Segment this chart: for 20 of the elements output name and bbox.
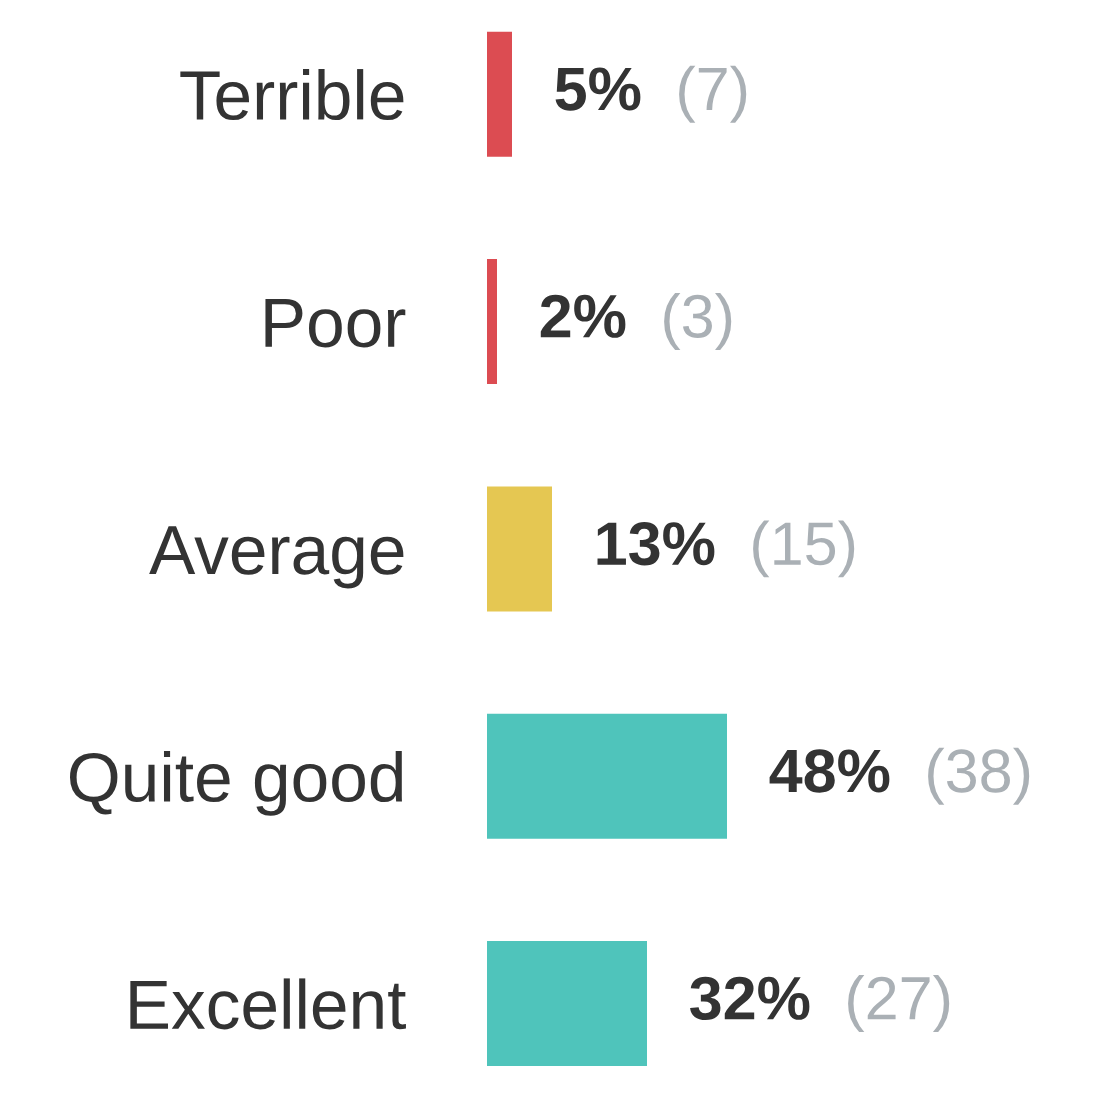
text: (27): [848, 975, 950, 1033]
bar: [487, 259, 497, 385]
annotation: (3): [664, 293, 732, 351]
data-label: 2%: [540, 294, 626, 338]
bar: [487, 713, 727, 839]
bar: [487, 31, 512, 157]
annotation: (7): [679, 65, 747, 123]
text: (38): [928, 747, 1030, 805]
bar: [487, 486, 552, 612]
data-label: 5%: [555, 67, 641, 111]
y-tick-label: Excellent: [130, 978, 406, 1030]
y-tick-label: Quite good: [70, 751, 402, 816]
y-tick-label: Average: [149, 526, 404, 589]
data-label: 32%: [690, 976, 810, 1021]
y-tick-label: Poor: [265, 298, 406, 348]
text: (15): [753, 520, 855, 578]
y-tick-label: Terrible: [180, 69, 404, 121]
data-label: 48%: [769, 749, 890, 793]
bar: [487, 941, 647, 1067]
data-label: 13%: [597, 522, 715, 566]
